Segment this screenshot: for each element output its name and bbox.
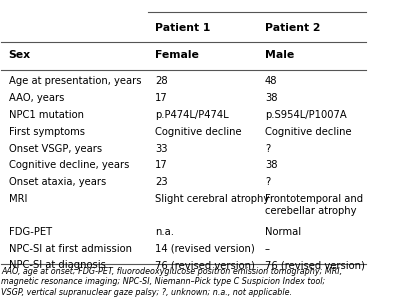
Text: 28: 28 [155,76,168,86]
Text: MRI: MRI [9,194,27,204]
Text: 14 (revised version): 14 (revised version) [155,244,255,254]
Text: Female: Female [155,50,199,60]
Text: Cognitive decline: Cognitive decline [155,127,242,137]
Text: NPC1 mutation: NPC1 mutation [9,110,84,120]
Text: AAO, age at onset; FDG-PET, fluorodeoxyglucose positron emission tomography; MRI: AAO, age at onset; FDG-PET, fluorodeoxyg… [1,267,342,297]
Text: Patient 2: Patient 2 [265,23,320,33]
Text: ?: ? [265,177,270,187]
Text: 23: 23 [155,177,168,187]
Text: Patient 1: Patient 1 [155,23,210,33]
Text: Cognitive decline, years: Cognitive decline, years [9,160,129,170]
Text: 48: 48 [265,76,278,86]
Text: Onset ataxia, years: Onset ataxia, years [9,177,106,187]
Text: First symptoms: First symptoms [9,127,85,137]
Text: Onset VSGP, years: Onset VSGP, years [9,143,102,154]
Text: AAO, years: AAO, years [9,93,64,103]
Text: Normal: Normal [265,227,301,237]
Text: 76 (revised version): 76 (revised version) [265,261,365,271]
Text: Male: Male [265,50,294,60]
Text: ?: ? [265,143,270,154]
Text: p.S954L/P1007A: p.S954L/P1007A [265,110,347,120]
Text: 17: 17 [155,93,168,103]
Text: Slight cerebral atrophy: Slight cerebral atrophy [155,194,269,204]
Text: p.P474L/P474L: p.P474L/P474L [155,110,229,120]
Text: n.a.: n.a. [155,227,174,237]
Text: Frontotemporal and
cerebellar atrophy: Frontotemporal and cerebellar atrophy [265,194,363,216]
Text: Age at presentation, years: Age at presentation, years [9,76,141,86]
Text: 38: 38 [265,160,278,170]
Text: 17: 17 [155,160,168,170]
Text: –: – [265,244,270,254]
Text: FDG-PET: FDG-PET [9,227,52,237]
Text: NPC-SI at diagnosis: NPC-SI at diagnosis [9,261,106,271]
Text: 76 (revised version): 76 (revised version) [155,261,255,271]
Text: Cognitive decline: Cognitive decline [265,127,352,137]
Text: 33: 33 [155,143,168,154]
Text: Sex: Sex [9,50,31,60]
Text: NPC-SI at first admission: NPC-SI at first admission [9,244,132,254]
Text: 38: 38 [265,93,278,103]
